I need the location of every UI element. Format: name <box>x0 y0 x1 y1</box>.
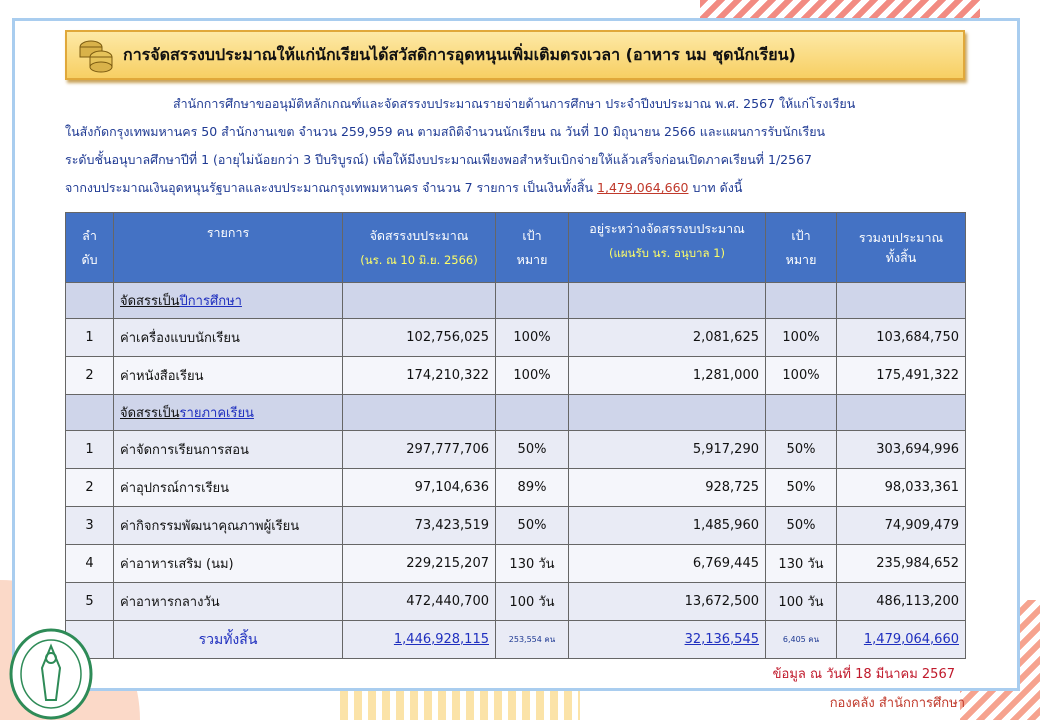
row-total: 303,694,996 <box>836 430 966 469</box>
row-target2: 50% <box>765 468 837 507</box>
section-link[interactable]: รายภาคเรียน <box>179 406 254 421</box>
row-target2: 50% <box>765 430 837 469</box>
row-total: 175,491,322 <box>836 356 966 395</box>
row-no: 4 <box>65 544 114 583</box>
section-link[interactable]: ปีการศึกษา <box>179 294 242 309</box>
row-target1: 89% <box>495 468 569 507</box>
row-pending: 2,081,625 <box>568 318 766 357</box>
row-no: 1 <box>65 430 114 469</box>
row-item: ค่าอาหารกลางวัน <box>113 582 343 621</box>
row-pending: 928,725 <box>568 468 766 507</box>
paragraph-line: จากงบประมาณเงินอุดหนุนรัฐบาลและงบประมาณก… <box>65 174 965 202</box>
section-prefix: จัดสรรเป็น <box>120 406 180 421</box>
table-row: 5 ค่าอาหารกลางวัน 472,440,700 100 วัน 13… <box>65 582 966 621</box>
row-alloc: 472,440,700 <box>342 582 496 621</box>
col-alloc: จัดสรรงบประมาณ (นร. ณ 10 มิ.ย. 2566) <box>342 212 496 283</box>
page-title: การจัดสรรงบประมาณให้แก่นักเรียนได้สวัสดิ… <box>123 44 796 64</box>
row-target1: 50% <box>495 430 569 469</box>
header-row: ลำ ดับ รายการ จัดสรรงบประมาณ (นร. ณ 10 มิ.… <box>65 212 966 283</box>
row-pending: 13,672,500 <box>568 582 766 621</box>
row-total: 486,113,200 <box>836 582 966 621</box>
row-no: 2 <box>65 468 114 507</box>
table-row: 4 ค่าอาหารเสริม (นม) 229,215,207 130 วัน… <box>65 544 966 583</box>
row-target1: 100 วัน <box>495 582 569 621</box>
paragraph-line: ในสังกัดกรุงเทพมหานคร 50 สำนักงานเขต จำน… <box>65 124 826 139</box>
section-row: จัดสรรเป็นรายภาคเรียน <box>65 394 966 431</box>
paragraph-line: สำนักการศึกษาขออนุมัติหลักเกณฑ์และจัดสรร… <box>173 96 856 111</box>
budget-table: ลำ ดับ รายการ จัดสรรงบประมาณ (นร. ณ 10 มิ.… <box>65 212 966 659</box>
row-target2: 100% <box>765 356 837 395</box>
row-target1: 100% <box>495 356 569 395</box>
row-alloc: 297,777,706 <box>342 430 496 469</box>
decor-bars <box>340 690 580 720</box>
row-no: 2 <box>65 356 114 395</box>
col-target1: เป้า หมาย <box>495 212 569 283</box>
table-row: 2 ค่าอุปกรณ์การเรียน 97,104,636 89% 928,… <box>65 468 966 507</box>
row-alloc: 73,423,519 <box>342 506 496 545</box>
section-prefix: จัดสรรเป็น <box>120 294 180 309</box>
total-new-students: 6,405 คน <box>765 620 837 659</box>
row-total: 74,909,479 <box>836 506 966 545</box>
row-total: 235,984,652 <box>836 544 966 583</box>
text: จากงบประมาณเงินอุดหนุนรัฐบาลและงบประมาณก… <box>65 180 598 195</box>
row-target2: 100% <box>765 318 837 357</box>
paragraph-line: ระดับชั้นอนุบาลศึกษาปีที่ 1 (อายุไม่น้อย… <box>65 152 812 167</box>
text: บาท ดังนี้ <box>688 180 743 195</box>
col-target2: เป้า หมาย <box>765 212 837 283</box>
section-row: จัดสรรเป็นปีการศึกษา <box>65 282 966 319</box>
row-no: 5 <box>65 582 114 621</box>
row-total: 98,033,361 <box>836 468 966 507</box>
row-alloc: 174,210,322 <box>342 356 496 395</box>
total-row: รวมทั้งสิ้น 1,446,928,115 253,554 คน 32,… <box>65 620 966 659</box>
col-total: รวมงบประมาณ ทั้งสิ้น <box>836 212 966 283</box>
total-pending-link[interactable]: 32,136,545 <box>684 632 759 647</box>
bma-seal-logo <box>9 628 93 720</box>
row-target2: 50% <box>765 506 837 545</box>
coins-icon <box>79 40 113 73</box>
row-total: 103,684,750 <box>836 318 966 357</box>
row-target2: 100 วัน <box>765 582 837 621</box>
col-pending: อยู่ระหว่างจัดสรรงบประมาณ (แผนรับ นร. อนุ… <box>568 212 766 283</box>
total-students: 253,554 คน <box>495 620 569 659</box>
row-target2: 130 วัน <box>765 544 837 583</box>
table-row: 3 ค่ากิจกรรมพัฒนาคุณภาพผู้เรียน 73,423,5… <box>65 506 966 545</box>
row-item: ค่าอาหารเสริม (นม) <box>113 544 343 583</box>
row-item: ค่าหนังสือเรียน <box>113 356 343 395</box>
table-row: 1 ค่าเครื่องแบบนักเรียน 102,756,025 100%… <box>65 318 966 357</box>
table-row: 1 ค่าจัดการเรียนการสอน 297,777,706 50% 5… <box>65 430 966 469</box>
row-item: ค่ากิจกรรมพัฒนาคุณภาพผู้เรียน <box>113 506 343 545</box>
total-amount: 1,479,064,660 <box>597 180 689 195</box>
total-alloc-link[interactable]: 1,446,928,115 <box>393 632 489 647</box>
row-target1: 130 วัน <box>495 544 569 583</box>
main-content: สำนักการศึกษาขออนุมัติหลักเกณฑ์และจัดสรร… <box>65 90 966 713</box>
row-item: ค่าเครื่องแบบนักเรียน <box>113 318 343 357</box>
row-target1: 50% <box>495 506 569 545</box>
col-item: รายการ <box>113 212 343 283</box>
row-item: ค่าอุปกรณ์การเรียน <box>113 468 343 507</box>
table-row: 2 ค่าหนังสือเรียน 174,210,322 100% 1,281… <box>65 356 966 395</box>
total-label: รวมทั้งสิ้น <box>113 620 343 659</box>
row-pending: 1,485,960 <box>568 506 766 545</box>
row-item: ค่าจัดการเรียนการสอน <box>113 430 343 469</box>
row-target1: 100% <box>495 318 569 357</box>
row-alloc: 229,215,207 <box>342 544 496 583</box>
intro-paragraph: สำนักการศึกษาขออนุมัติหลักเกณฑ์และจัดสรร… <box>65 90 965 202</box>
title-banner: การจัดสรรงบประมาณให้แก่นักเรียนได้สวัสดิ… <box>65 30 965 80</box>
grand-total-link[interactable]: 1,479,064,660 <box>863 632 959 647</box>
row-alloc: 97,104,636 <box>342 468 496 507</box>
row-pending: 5,917,290 <box>568 430 766 469</box>
decor-stripes <box>700 0 980 18</box>
data-date: ข้อมูล ณ วันที่ 18 มีนาคม 2567 <box>772 667 955 682</box>
department-name: กองคลัง สำนักการศึกษา <box>829 696 965 711</box>
row-pending: 1,281,000 <box>568 356 766 395</box>
row-pending: 6,769,445 <box>568 544 766 583</box>
col-no: ลำ ดับ <box>65 212 114 283</box>
row-alloc: 102,756,025 <box>342 318 496 357</box>
row-no: 1 <box>65 318 114 357</box>
row-no: 3 <box>65 506 114 545</box>
